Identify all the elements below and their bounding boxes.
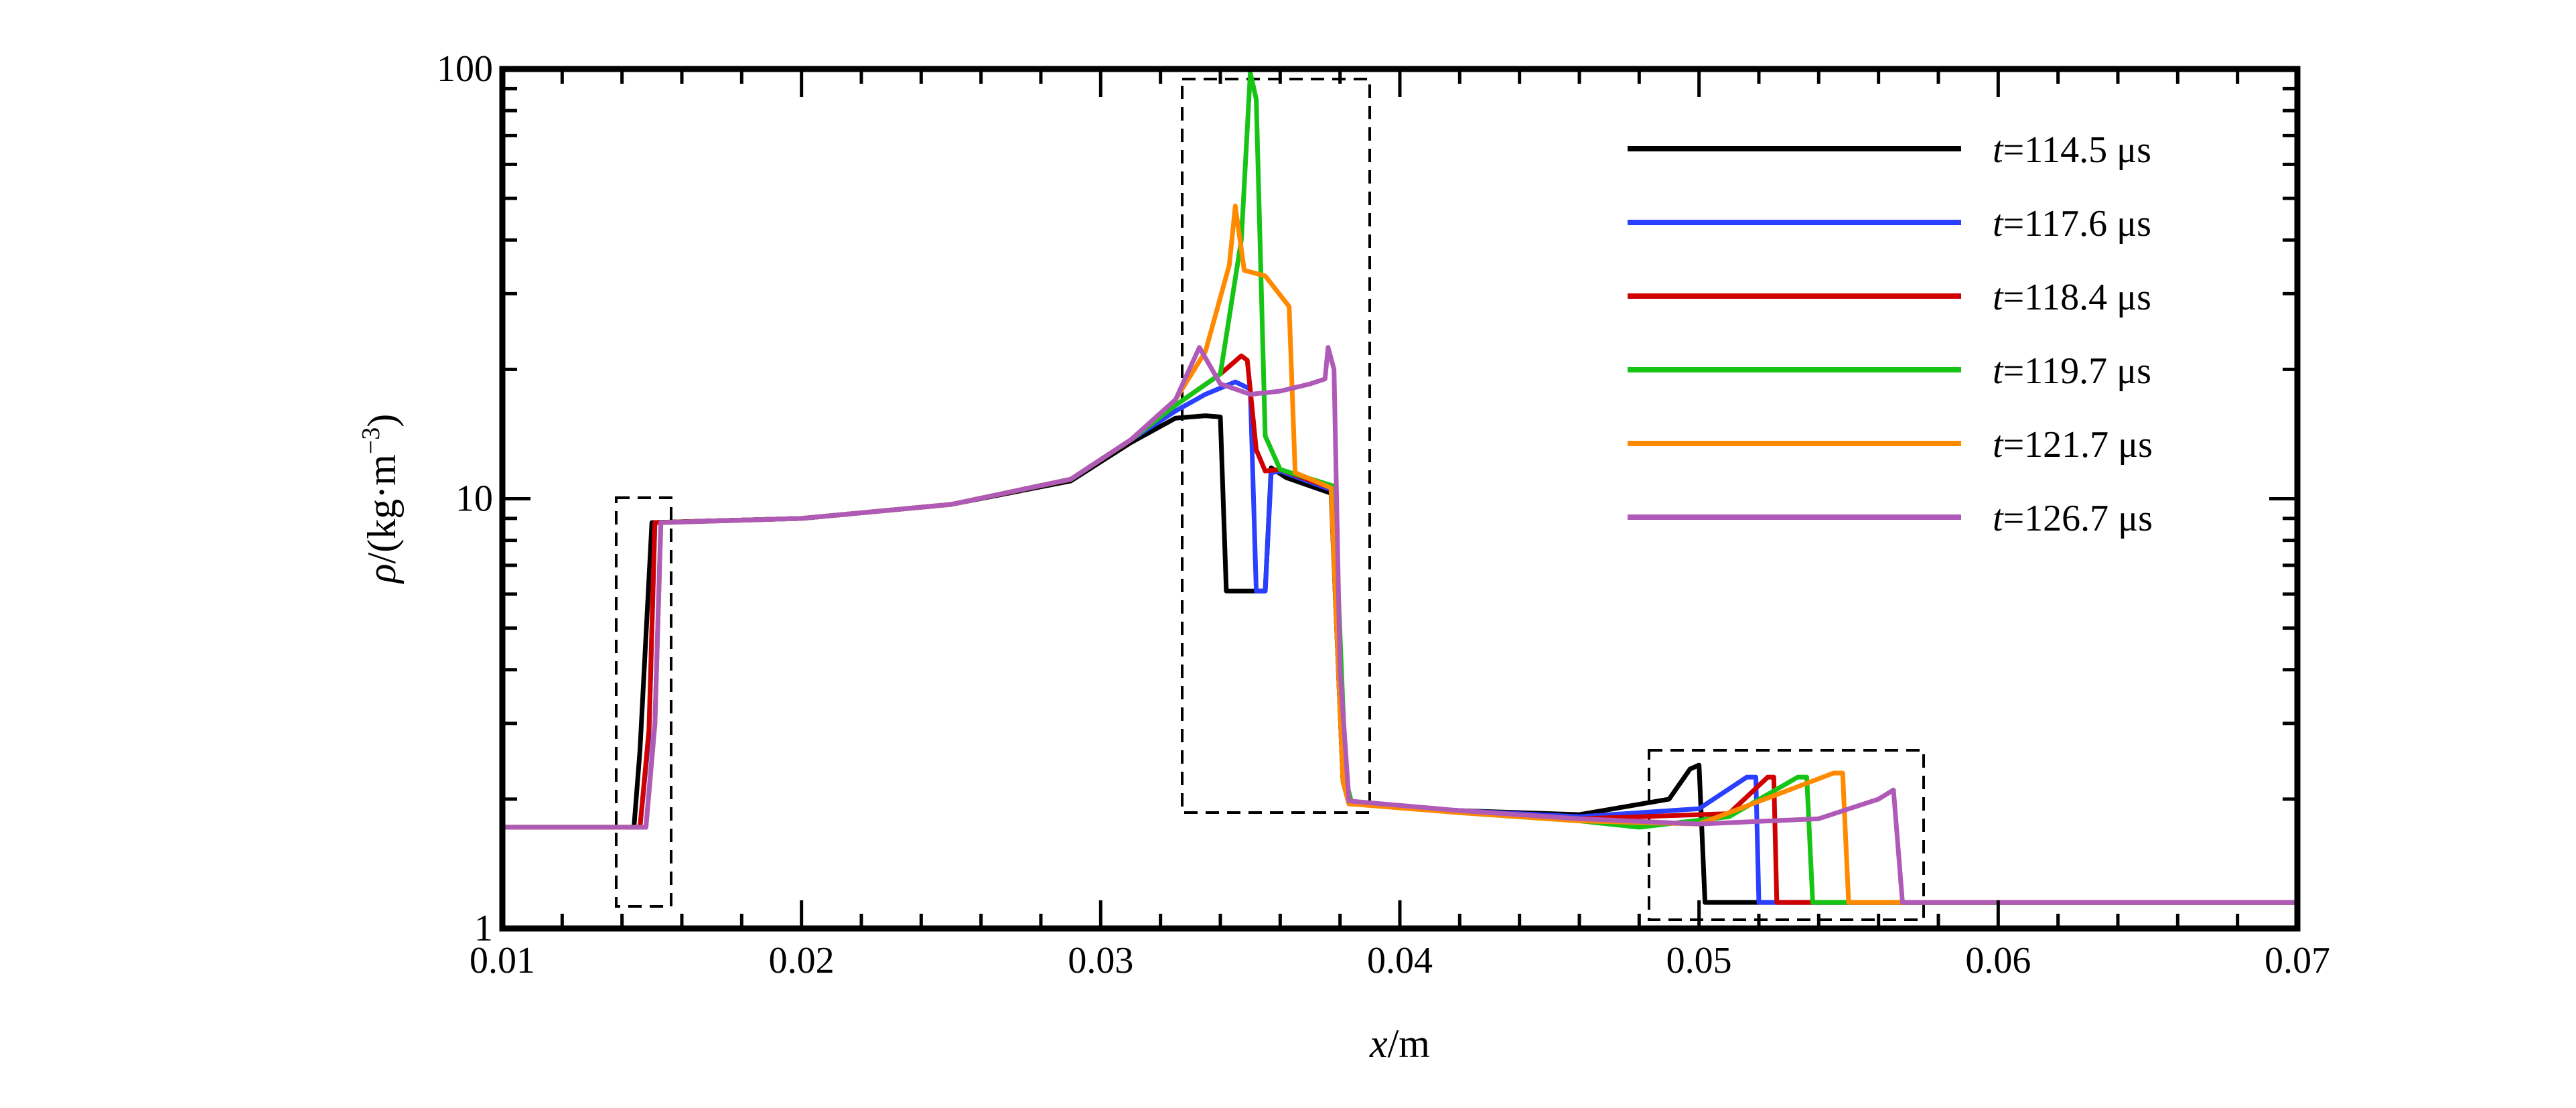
legend-label-3: t=118.4 μs	[1993, 277, 2151, 318]
y-tick-label: 10	[455, 478, 493, 520]
legend-label-2: t=117.6 μs	[1993, 203, 2151, 245]
x-tick-label: 0.05	[1666, 940, 1732, 981]
y-tick-label: 100	[437, 48, 493, 90]
legend-var: t	[1993, 277, 2004, 318]
annotation-box-center	[1181, 78, 1371, 814]
legend-label-1: t=114.5 μs	[1993, 129, 2151, 171]
annotation-boxes	[615, 78, 1925, 921]
legend-var: t	[1993, 203, 2004, 245]
legend-label-6: t=126.7 μs	[1993, 498, 2153, 539]
x-axis-unit: /m	[1388, 1022, 1430, 1066]
x-tick-label: 0.02	[769, 940, 835, 981]
legend-value: =117.6 μs	[2003, 203, 2151, 245]
legend-value: =126.7 μs	[2003, 498, 2153, 539]
legend-var: t	[1993, 424, 2004, 466]
annotation-box-left	[615, 496, 672, 908]
legend-value: =119.7 μs	[2003, 350, 2151, 392]
y-axis-label: ρ/(kg·m−3)	[357, 414, 404, 585]
legend-label-5: t=121.7 μs	[1993, 424, 2153, 466]
x-tick-label: 0.01	[470, 940, 535, 981]
legend-label-4: t=119.7 μs	[1993, 350, 2151, 392]
annotation-box-right	[1648, 749, 1925, 921]
legend-var: t	[1993, 350, 2004, 392]
y-axis-var: ρ	[360, 563, 404, 584]
y-axis-unit: /(kg·m	[360, 454, 404, 563]
series-line-6	[502, 345, 2297, 905]
legend: t=114.5 μst=117.6 μst=118.4 μst=119.7 μs…	[1628, 129, 2153, 539]
x-tick-label: 0.03	[1068, 940, 1133, 981]
x-axis-var: x	[1369, 1022, 1388, 1066]
series-layer	[502, 70, 2297, 905]
x-tick-label: 0.07	[2265, 940, 2330, 981]
y-axis-unit-sup: −3	[357, 427, 385, 454]
plot-background	[213, 0, 2363, 1108]
legend-value: =118.4 μs	[2003, 277, 2151, 318]
legend-var: t	[1993, 498, 2004, 539]
y-tick-label: 1	[474, 908, 493, 949]
x-tick-label: 0.06	[1965, 940, 2031, 981]
legend-value: =114.5 μs	[2003, 129, 2151, 171]
legend-value: =121.7 μs	[2003, 424, 2153, 466]
y-axis-unit-close: )	[360, 414, 404, 427]
x-tick-label: 0.04	[1367, 940, 1433, 981]
plot-frame	[499, 66, 2301, 932]
legend-var: t	[1993, 129, 2004, 171]
x-axis-label: x/m	[1369, 1022, 1430, 1066]
